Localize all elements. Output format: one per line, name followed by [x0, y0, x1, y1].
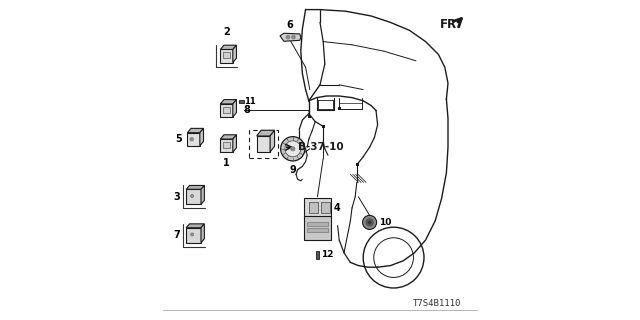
Text: 5: 5	[175, 134, 182, 144]
Circle shape	[365, 218, 374, 227]
Bar	[316, 251, 319, 259]
Bar	[223, 107, 230, 113]
Text: 6: 6	[287, 20, 294, 30]
Bar	[356, 163, 360, 166]
Polygon shape	[233, 45, 236, 62]
Bar	[186, 189, 201, 204]
Polygon shape	[270, 130, 275, 152]
Text: 7: 7	[173, 230, 180, 240]
Polygon shape	[186, 224, 204, 228]
Circle shape	[287, 36, 290, 39]
Text: 9: 9	[289, 165, 296, 175]
Bar	[322, 125, 325, 128]
Text: 3: 3	[173, 192, 180, 202]
Text: B-37-10: B-37-10	[298, 142, 343, 152]
Polygon shape	[188, 128, 204, 133]
Polygon shape	[233, 100, 236, 117]
Circle shape	[290, 146, 295, 151]
Bar	[321, 202, 330, 213]
Polygon shape	[220, 100, 236, 104]
Text: 12: 12	[321, 250, 334, 259]
Circle shape	[190, 138, 193, 141]
Text: 11: 11	[244, 97, 256, 106]
Bar	[304, 198, 332, 218]
Polygon shape	[200, 128, 204, 146]
Circle shape	[280, 137, 305, 161]
Text: T7S4B1110: T7S4B1110	[413, 299, 461, 308]
Polygon shape	[201, 224, 204, 243]
Bar	[310, 202, 319, 213]
Circle shape	[292, 36, 295, 39]
Text: 2: 2	[223, 27, 230, 37]
Bar	[257, 136, 270, 152]
Bar	[304, 216, 332, 240]
Bar	[220, 104, 233, 117]
Polygon shape	[201, 186, 204, 204]
Polygon shape	[220, 135, 236, 139]
Bar	[188, 133, 200, 146]
Circle shape	[285, 141, 301, 157]
Text: 10: 10	[379, 218, 391, 227]
Text: FR.: FR.	[440, 18, 462, 30]
Bar	[223, 142, 230, 148]
Text: 1: 1	[223, 158, 230, 168]
Bar	[239, 100, 243, 103]
Polygon shape	[280, 33, 301, 41]
Circle shape	[191, 195, 193, 197]
Bar	[338, 107, 341, 110]
Bar	[249, 130, 278, 158]
Bar	[223, 52, 230, 58]
Bar	[220, 139, 233, 152]
Polygon shape	[257, 130, 275, 136]
Bar	[308, 115, 311, 118]
Polygon shape	[186, 186, 204, 189]
Text: 4: 4	[333, 203, 340, 213]
Polygon shape	[220, 45, 236, 50]
Bar	[307, 222, 328, 226]
Text: 8: 8	[244, 105, 251, 116]
Bar	[186, 228, 201, 243]
Bar	[220, 50, 233, 62]
Circle shape	[368, 221, 371, 224]
Bar	[307, 228, 328, 232]
Circle shape	[191, 233, 193, 236]
Polygon shape	[233, 135, 236, 152]
Circle shape	[362, 215, 377, 229]
